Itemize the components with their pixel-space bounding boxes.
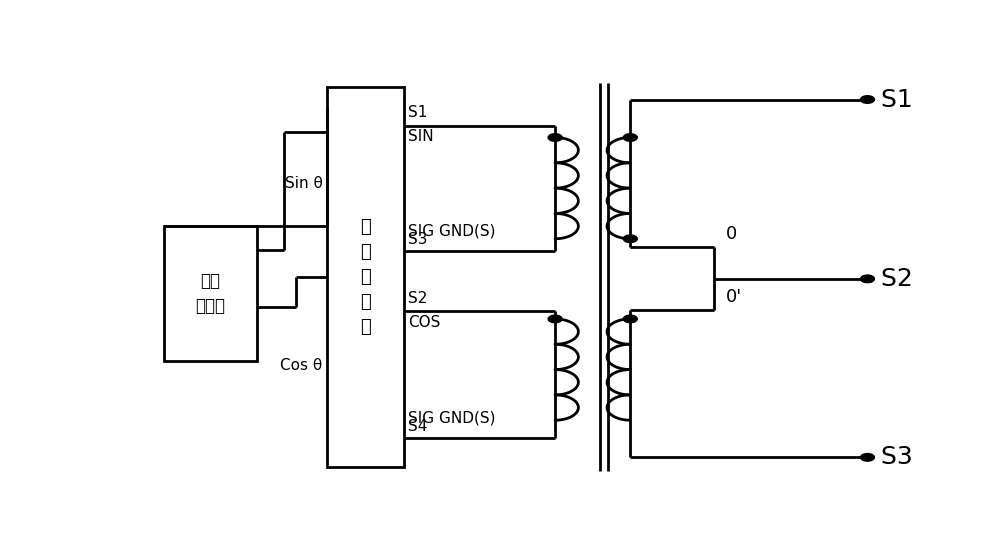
Text: S2: S2 — [408, 291, 427, 306]
Circle shape — [548, 315, 562, 323]
Circle shape — [623, 235, 637, 243]
Text: COS: COS — [408, 315, 440, 330]
Bar — [164, 226, 257, 361]
Text: S2: S2 — [873, 267, 913, 291]
Text: S3: S3 — [873, 446, 913, 469]
Text: S4: S4 — [408, 419, 427, 433]
Text: S3: S3 — [408, 232, 427, 247]
Circle shape — [548, 134, 562, 141]
Text: SIG GND(S): SIG GND(S) — [408, 224, 495, 239]
Text: Cos θ: Cos θ — [280, 358, 323, 373]
Text: S1: S1 — [408, 105, 427, 120]
Circle shape — [623, 134, 637, 141]
Text: 数
字
发
送
器: 数 字 发 送 器 — [360, 218, 371, 336]
Text: 0': 0' — [726, 288, 742, 306]
Bar — [326, 87, 404, 467]
Circle shape — [860, 275, 874, 283]
Text: Sin θ: Sin θ — [285, 176, 323, 191]
Text: 信号
发生器: 信号 发生器 — [195, 272, 225, 315]
Circle shape — [623, 315, 637, 323]
Circle shape — [860, 96, 874, 104]
Text: SIN: SIN — [408, 129, 434, 144]
Text: S1: S1 — [873, 88, 913, 111]
Text: SIG GND(S): SIG GND(S) — [408, 410, 495, 425]
Circle shape — [860, 454, 874, 461]
Text: 0: 0 — [726, 225, 737, 243]
